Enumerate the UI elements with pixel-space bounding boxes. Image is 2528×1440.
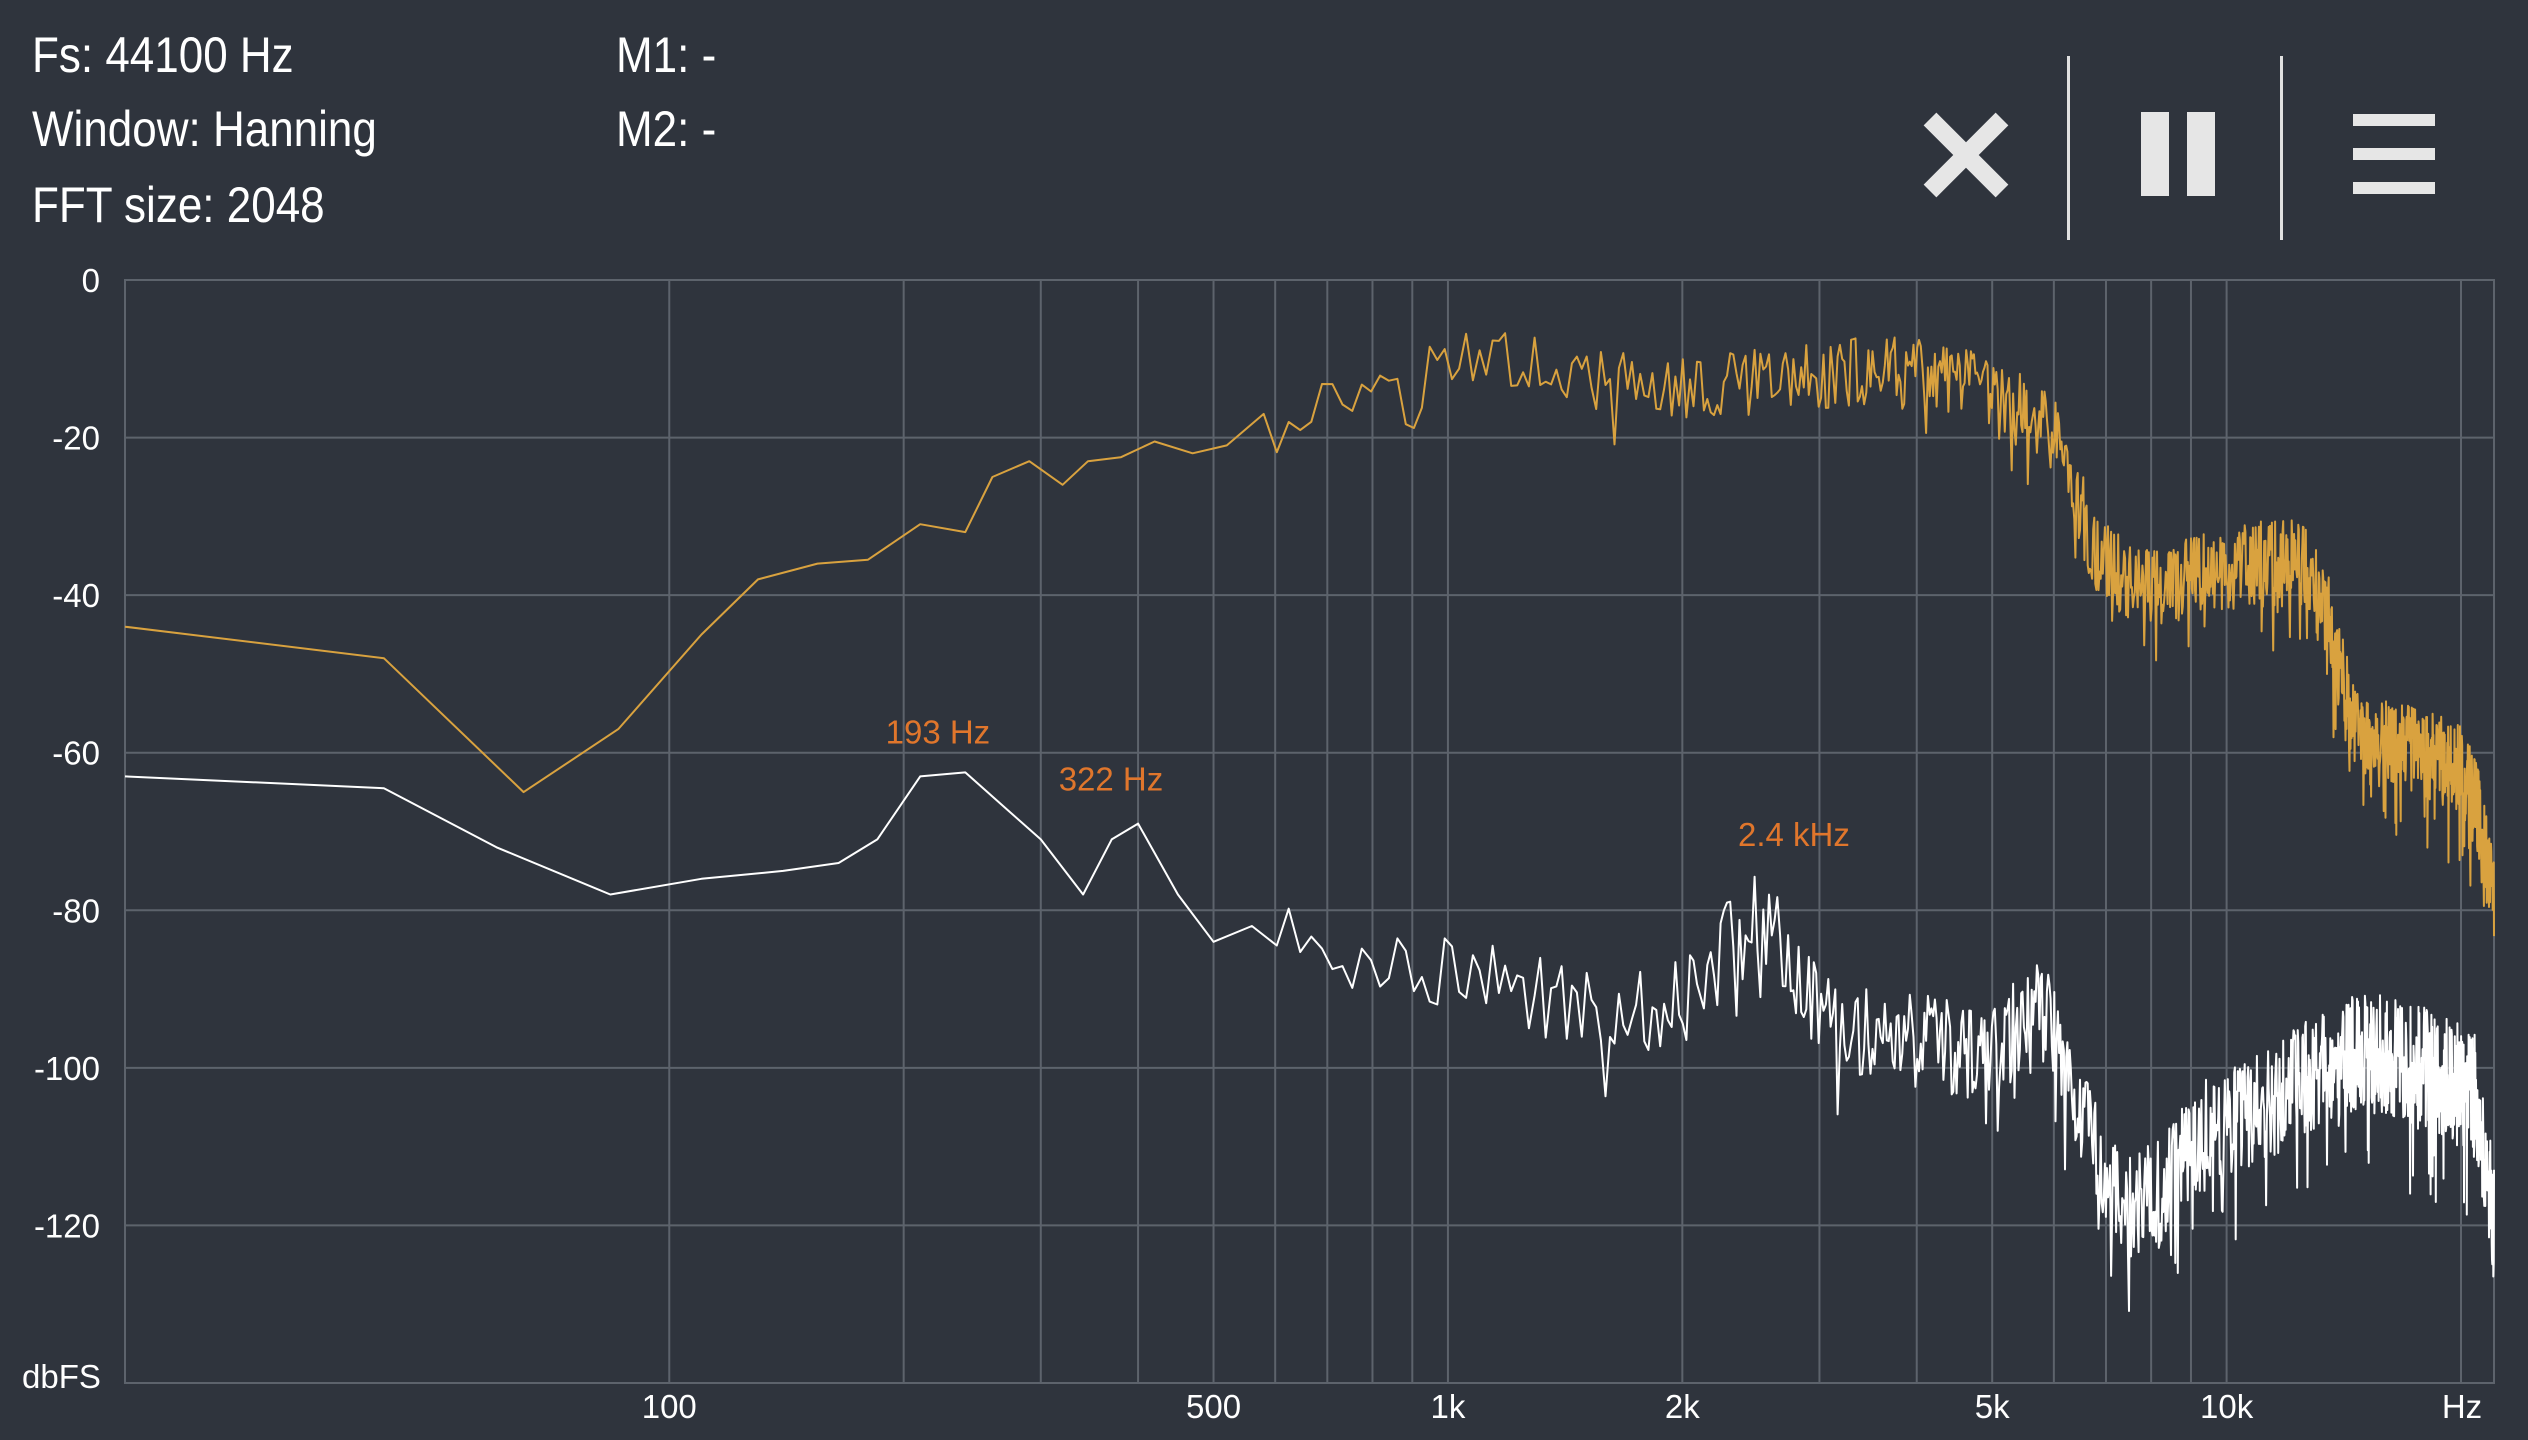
menu-button[interactable] <box>2296 60 2496 250</box>
peak-label: 322 Hz <box>1059 761 1164 798</box>
x-tick-label: 5k <box>1975 1388 2010 1425</box>
y-tick-label: -60 <box>52 735 100 772</box>
pause-button[interactable] <box>2080 60 2280 250</box>
y-tick-label: -120 <box>34 1207 100 1244</box>
pause-icon <box>2141 112 2215 196</box>
toolbar-divider <box>2067 56 2070 240</box>
x-axis: 100 500 1k 2k 5k 10k Hz <box>642 1388 2482 1425</box>
fft-size-label: FFT size: 2048 <box>32 177 325 233</box>
y-tick-label: 0 <box>82 262 100 299</box>
peak-label: 2.4 kHz <box>1738 816 1850 853</box>
x-tick-label: 1k <box>1431 1388 1466 1425</box>
peak-label: 193 Hz <box>886 713 991 750</box>
x-tick-label: 2k <box>1665 1388 1700 1425</box>
peak-annotations: 193 Hz 322 Hz 2.4 kHz <box>886 713 1850 852</box>
menu-icon <box>2353 114 2435 194</box>
y-axis: 0 -20 -40 -60 -80 -100 -120 dbFS <box>22 262 101 1395</box>
x-tick-label: 500 <box>1186 1388 1241 1425</box>
series-line-1 <box>124 332 2495 937</box>
toolbar-divider <box>2280 56 2283 240</box>
marker-2-readout: M2: - <box>616 101 717 157</box>
sample-rate-label: Fs: 44100 Hz <box>32 27 294 83</box>
y-tick-label: -40 <box>52 577 100 614</box>
x-tick-label: 10k <box>2200 1388 2254 1425</box>
chart-series <box>124 332 2495 1312</box>
close-icon <box>1923 112 2009 198</box>
x-tick-label: 100 <box>642 1388 697 1425</box>
marker-1-readout: M1: - <box>616 27 717 83</box>
y-axis-label: dbFS <box>22 1358 101 1395</box>
y-tick-label: -20 <box>52 420 100 457</box>
y-tick-label: -80 <box>52 892 100 929</box>
chart-grid <box>124 279 2495 1384</box>
y-tick-label: -100 <box>34 1050 100 1087</box>
series-line-2 <box>124 771 2495 1312</box>
close-button[interactable] <box>1866 60 2066 250</box>
window-function-label: Window: Hanning <box>32 101 377 157</box>
x-axis-unit: Hz <box>2442 1388 2482 1425</box>
